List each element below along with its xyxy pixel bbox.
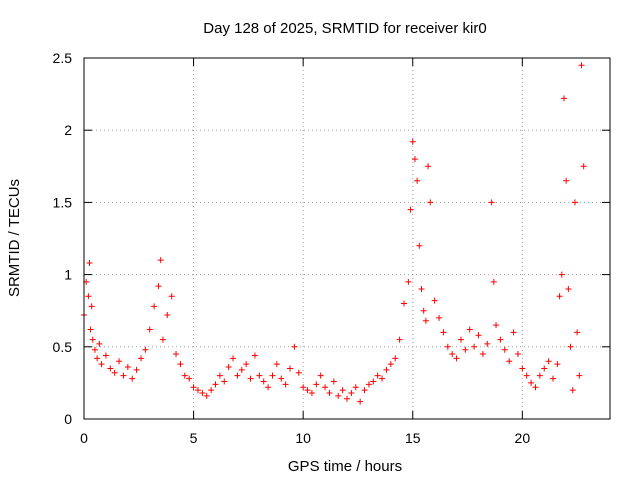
y-tick-label: 2 [64, 122, 72, 138]
x-tick-label: 20 [515, 430, 531, 446]
srmtid-chart: Day 128 of 2025, SRMTID for receiver kir… [0, 0, 640, 480]
x-axis-label: GPS time / hours [288, 458, 402, 475]
chart-background [0, 0, 640, 480]
y-tick-label: 1.5 [53, 194, 73, 210]
y-tick-label: 0.5 [53, 339, 73, 355]
y-axis-label: SRMTID / TECUs [6, 179, 23, 297]
y-tick-label: 2.5 [53, 50, 73, 66]
y-tick-label: 1 [64, 267, 72, 283]
x-tick-label: 10 [295, 430, 311, 446]
y-tick-label: 0 [64, 411, 72, 427]
x-tick-label: 15 [405, 430, 421, 446]
x-tick-label: 5 [190, 430, 198, 446]
chart-title: Day 128 of 2025, SRMTID for receiver kir… [203, 20, 486, 37]
x-tick-label: 0 [80, 430, 88, 446]
